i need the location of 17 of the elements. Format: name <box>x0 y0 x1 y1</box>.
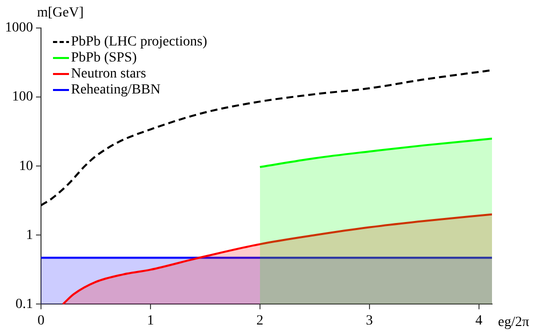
legend-label: Reheating/BBN <box>71 82 160 98</box>
x-axis-title: eg/2π <box>498 314 530 330</box>
y-tick-label: 0.1 <box>16 296 33 312</box>
x-tick-label: 3 <box>366 313 373 328</box>
legend-label: Neutron stars <box>71 66 146 82</box>
line-series <box>41 69 492 206</box>
x-tick-label: 4 <box>475 313 482 328</box>
legend-label: PbPb (SPS) <box>71 50 138 66</box>
y-tick-label: 100 <box>12 90 33 105</box>
y-tick-label: 1 <box>26 228 33 243</box>
x-tick-label: 0 <box>38 313 44 328</box>
x-tick-label: 1 <box>146 313 154 328</box>
y-axis-title: m[GeV] <box>37 6 84 21</box>
y-tick-label: 1000 <box>5 20 33 36</box>
legend-label: PbPb (LHC projections) <box>71 34 208 50</box>
y-tick-label: 10 <box>19 158 33 174</box>
x-tick-label: 2 <box>256 313 264 328</box>
